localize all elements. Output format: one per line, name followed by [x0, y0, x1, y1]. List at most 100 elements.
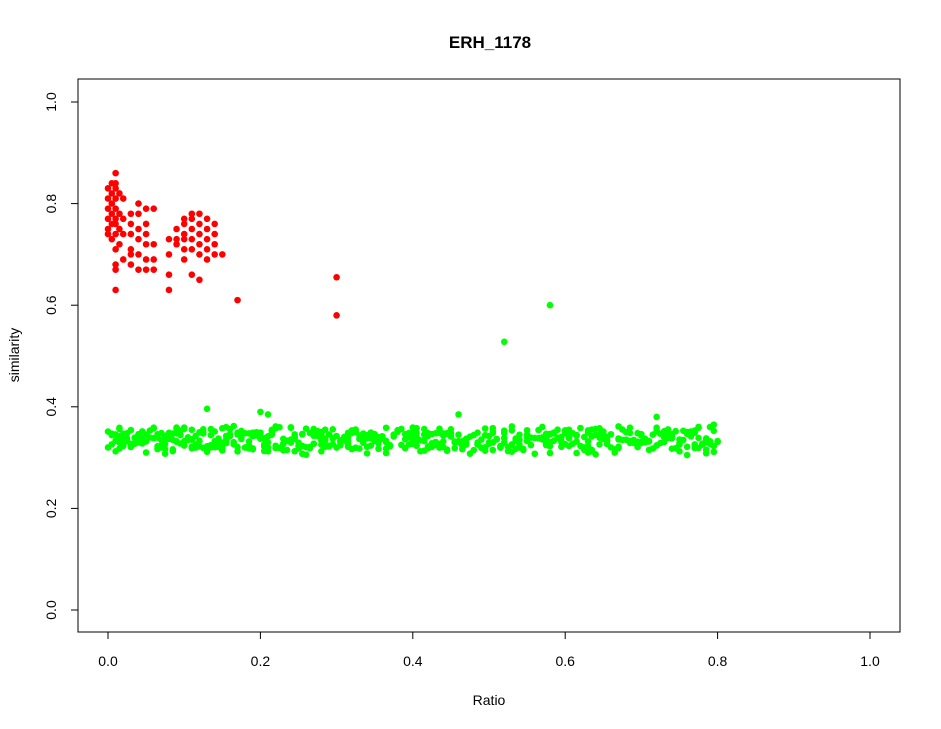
data-point-green: [653, 413, 660, 421]
data-point-red: [180, 215, 188, 223]
data-point-red: [116, 190, 123, 197]
data-point-red: [203, 235, 211, 243]
data-point-red: [112, 195, 119, 202]
data-point-red: [188, 246, 196, 253]
data-point-red: [180, 220, 188, 228]
x-tick-label: 0.2: [251, 653, 271, 669]
data-point-green: [302, 451, 310, 458]
data-point-green: [161, 440, 169, 448]
data-point-red: [104, 230, 112, 238]
data-point-red: [112, 179, 119, 187]
x-tick-label: 0.6: [555, 653, 575, 669]
data-point-red: [203, 246, 211, 253]
data-point-red: [119, 230, 127, 238]
data-point-red: [150, 256, 158, 263]
data-point-green: [493, 436, 500, 443]
data-point-green: [577, 424, 584, 432]
data-point-green: [116, 424, 123, 432]
data-point-green: [226, 433, 234, 440]
data-point-red: [196, 251, 203, 258]
data-point-green: [626, 424, 634, 432]
data-point-red: [188, 225, 196, 233]
data-point-red: [108, 210, 116, 218]
data-point-green: [203, 448, 211, 456]
data-point-green: [352, 426, 359, 433]
data-point-green: [500, 429, 508, 437]
data-point-green: [626, 429, 634, 437]
y-tick-label: 0.8: [43, 194, 59, 214]
data-point-green: [276, 423, 283, 431]
data-point-green: [161, 445, 169, 453]
data-point-red: [135, 225, 142, 233]
data-point-green: [386, 441, 394, 449]
data-point-green: [489, 429, 497, 437]
data-point-green: [573, 431, 580, 439]
y-tick-label: 0.4: [43, 397, 59, 417]
data-point-green: [527, 441, 535, 449]
data-point-red: [188, 215, 196, 223]
data-point-green: [302, 425, 310, 432]
data-point-green: [455, 411, 462, 418]
data-point-red: [234, 296, 241, 304]
data-point-red: [116, 240, 123, 248]
data-point-green: [257, 429, 264, 436]
data-point-red: [135, 235, 142, 243]
data-point-green: [375, 445, 382, 453]
data-point-green: [413, 424, 420, 432]
data-point-green: [367, 442, 375, 449]
data-point-green: [603, 437, 611, 444]
data-point-green: [710, 421, 718, 428]
chart-title: ERH_1178: [449, 33, 531, 52]
data-point-red: [180, 230, 188, 238]
data-point-green: [321, 426, 329, 434]
data-point-red: [211, 220, 218, 228]
data-point-green: [413, 429, 420, 437]
data-point-green: [519, 446, 527, 454]
data-point-green: [161, 450, 169, 457]
y-tick-label: 1.0: [43, 92, 59, 112]
data-point-red: [188, 235, 196, 243]
y-tick-label: 0.0: [43, 600, 59, 620]
data-point-green: [592, 451, 599, 458]
data-point-red: [104, 205, 112, 212]
x-tick-label: 1.0: [860, 653, 880, 669]
data-point-red: [203, 215, 211, 223]
data-point-red: [112, 246, 119, 253]
data-point-green: [672, 427, 679, 435]
data-point-red: [119, 256, 127, 263]
y-axis-label: similarity: [6, 328, 22, 382]
data-point-green: [283, 446, 291, 454]
data-point-red: [150, 266, 158, 273]
data-point-green: [710, 427, 718, 435]
x-axis-label: Ratio: [473, 692, 506, 708]
data-point-green: [459, 445, 466, 453]
data-point-green: [321, 436, 329, 443]
data-point-green: [299, 431, 306, 438]
data-point-green: [523, 426, 531, 434]
data-point-green: [180, 442, 188, 449]
data-point-red: [112, 230, 119, 238]
data-point-green: [683, 451, 691, 459]
data-point-red: [104, 225, 112, 233]
data-point-red: [196, 210, 203, 218]
data-point-green: [439, 438, 447, 445]
data-point-green: [420, 437, 428, 445]
data-point-green: [580, 433, 588, 441]
data-point-red: [142, 220, 150, 228]
data-point-red: [333, 273, 340, 281]
data-point-red: [180, 256, 188, 263]
data-point-green: [177, 431, 184, 439]
data-point-green: [169, 446, 177, 453]
data-point-green: [695, 434, 702, 442]
data-point-green: [245, 438, 253, 445]
data-point-green: [695, 423, 702, 431]
data-point-red: [188, 271, 196, 279]
data-point-red: [142, 240, 150, 248]
data-point-green: [390, 433, 398, 440]
data-point-green: [500, 338, 508, 346]
data-point-green: [546, 301, 554, 309]
data-point-red: [135, 266, 142, 273]
data-point-green: [188, 426, 196, 434]
data-point-green: [264, 439, 272, 446]
